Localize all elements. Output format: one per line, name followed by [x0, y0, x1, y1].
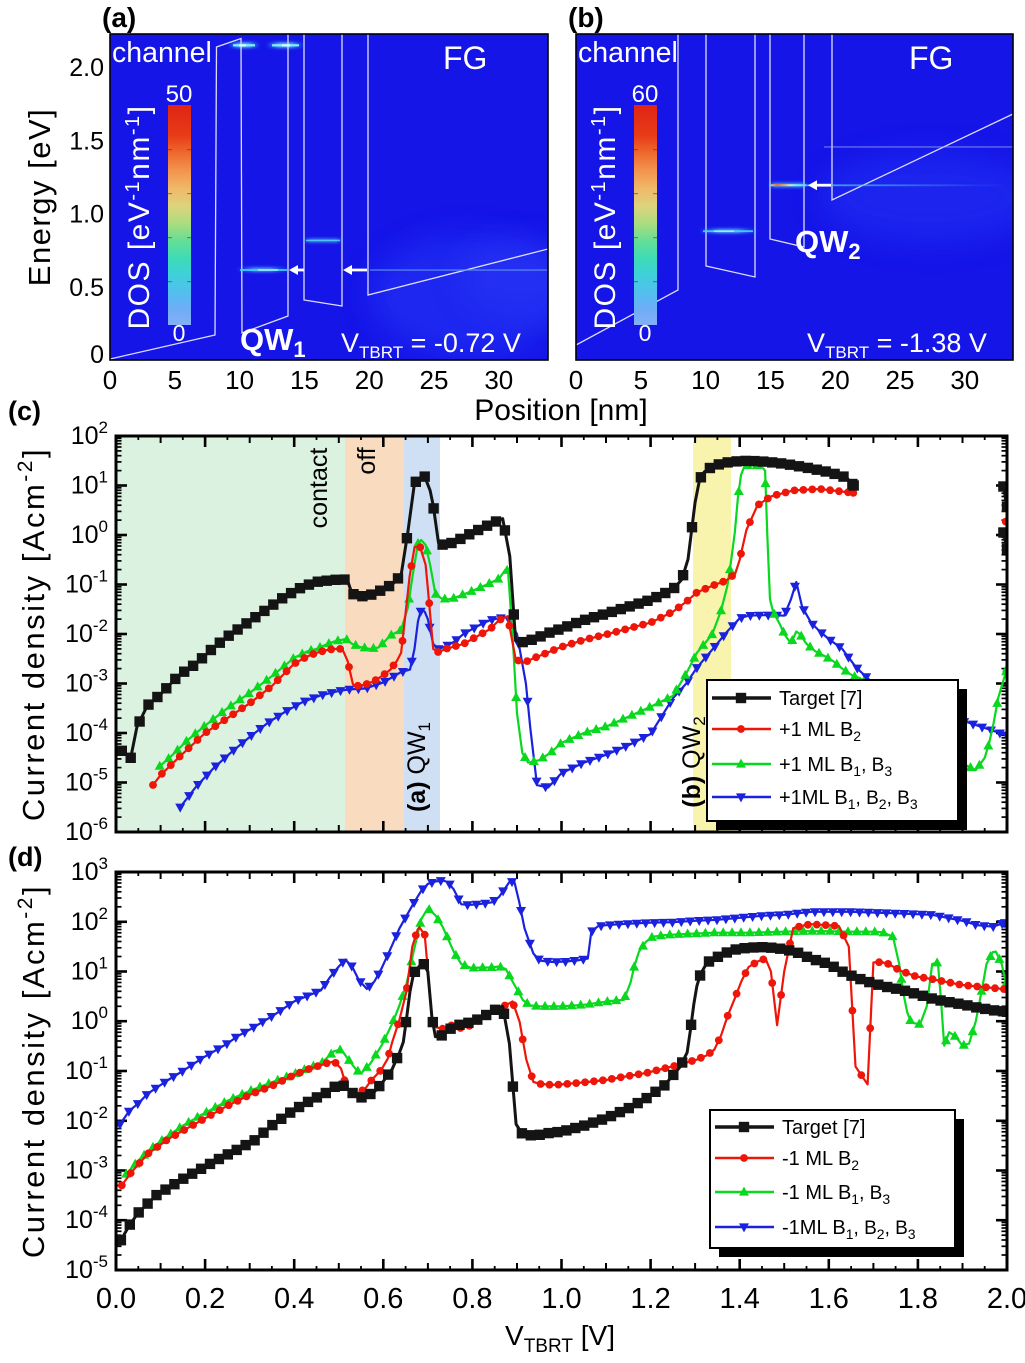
svg-text:Current density [Acm-2]: Current density [Acm-2] — [14, 884, 51, 1258]
svg-text:10-3: 10-3 — [65, 1153, 108, 1185]
svg-text:5: 5 — [634, 365, 648, 395]
svg-text:1.8: 1.8 — [898, 1283, 938, 1315]
svg-text:10-6: 10-6 — [65, 814, 108, 846]
svg-text:VTBRT = -0.72 V: VTBRT = -0.72 V — [341, 328, 521, 362]
svg-text:0: 0 — [103, 365, 117, 395]
svg-text:10: 10 — [225, 365, 254, 395]
svg-text:10-1: 10-1 — [65, 567, 108, 599]
svg-text:(b): (b) — [568, 2, 604, 33]
svg-text:2.0: 2.0 — [69, 54, 104, 82]
svg-text:1.6: 1.6 — [809, 1283, 849, 1315]
svg-text:10-2: 10-2 — [65, 616, 108, 648]
svg-text:+1 ML B2: +1 ML B2 — [779, 719, 861, 744]
svg-text:DOS [eV-1nm-1]: DOS [eV-1nm-1] — [122, 105, 156, 330]
svg-text:(d): (d) — [8, 842, 42, 872]
svg-text:10-5: 10-5 — [65, 765, 108, 797]
svg-text:Current density [Acm-2]: Current density [Acm-2] — [14, 447, 51, 821]
svg-text:30: 30 — [950, 365, 979, 395]
svg-text:off: off — [353, 447, 381, 474]
svg-text:1.0: 1.0 — [69, 201, 104, 229]
svg-text:Energy [eV]: Energy [eV] — [22, 108, 57, 286]
svg-text:(b) QW2: (b) QW2 — [678, 716, 709, 807]
svg-text:20: 20 — [355, 365, 384, 395]
svg-text:20: 20 — [821, 365, 850, 395]
svg-text:0.4: 0.4 — [274, 1283, 314, 1315]
svg-text:0.8: 0.8 — [452, 1283, 492, 1315]
svg-text:+1 ML B1, B3: +1 ML B1, B3 — [779, 754, 892, 779]
svg-text:Position [nm]: Position [nm] — [474, 394, 647, 427]
svg-text:50: 50 — [166, 81, 193, 108]
svg-text:10: 10 — [691, 365, 720, 395]
svg-text:0: 0 — [90, 341, 104, 369]
svg-text:contact: contact — [305, 448, 333, 529]
svg-text:25: 25 — [420, 365, 449, 395]
svg-text:-1 ML B2: -1 ML B2 — [782, 1148, 859, 1173]
svg-text:1.0: 1.0 — [541, 1283, 581, 1315]
svg-text:0.2: 0.2 — [185, 1283, 225, 1315]
svg-text:0.0: 0.0 — [96, 1283, 136, 1315]
svg-text:0: 0 — [639, 320, 652, 346]
svg-text:1.4: 1.4 — [720, 1283, 760, 1315]
svg-text:FG: FG — [443, 40, 487, 76]
svg-text:15: 15 — [756, 365, 785, 395]
svg-text:15: 15 — [290, 365, 319, 395]
svg-text:0.6: 0.6 — [363, 1283, 403, 1315]
svg-text:25: 25 — [886, 365, 915, 395]
svg-text:(a) QW1: (a) QW1 — [403, 722, 434, 812]
svg-text:channel: channel — [112, 37, 212, 69]
svg-text:60: 60 — [632, 81, 659, 108]
svg-text:0: 0 — [173, 320, 186, 346]
svg-text:DOS [eV-1nm-1]: DOS [eV-1nm-1] — [588, 105, 622, 330]
svg-text:101: 101 — [71, 468, 108, 500]
svg-text:channel: channel — [578, 37, 678, 69]
svg-text:Target [7]: Target [7] — [779, 688, 862, 710]
svg-text:10-4: 10-4 — [65, 715, 108, 747]
svg-text:-1 ML B1, B3: -1 ML B1, B3 — [782, 1182, 890, 1207]
svg-text:5: 5 — [168, 365, 182, 395]
svg-text:1.2: 1.2 — [630, 1283, 670, 1315]
svg-text:2.0: 2.0 — [987, 1283, 1025, 1315]
svg-text:(c): (c) — [8, 396, 41, 426]
svg-text:(a): (a) — [102, 2, 136, 33]
svg-text:FG: FG — [909, 40, 953, 76]
svg-text:0: 0 — [569, 365, 583, 395]
svg-text:0.5: 0.5 — [69, 274, 104, 302]
svg-text:1.5: 1.5 — [69, 127, 104, 155]
svg-text:30: 30 — [484, 365, 513, 395]
svg-text:Target [7]: Target [7] — [782, 1117, 865, 1139]
